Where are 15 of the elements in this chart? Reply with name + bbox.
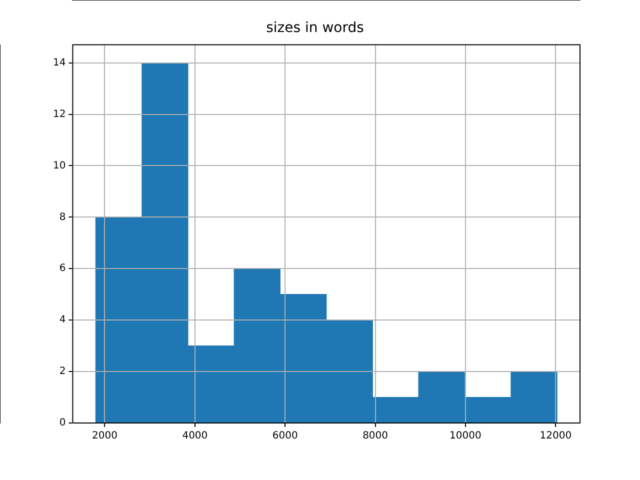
x-tick-label: 12000 bbox=[540, 430, 572, 442]
x-tick-label: 6000 bbox=[272, 430, 298, 442]
y-tick-label: 8 bbox=[59, 212, 66, 223]
x-tick-label: 10000 bbox=[450, 430, 482, 442]
x-tick-label: 4000 bbox=[182, 430, 208, 442]
chart-title: sizes in words bbox=[266, 20, 364, 36]
y-tick-label: 14 bbox=[52, 57, 66, 68]
y-tick-label: 4 bbox=[59, 314, 66, 326]
y-tick-label: 12 bbox=[52, 108, 66, 120]
x-tick-label: 8000 bbox=[362, 430, 388, 442]
y-tick-label: 6 bbox=[59, 263, 66, 274]
y-tick-label: 2 bbox=[59, 366, 66, 378]
y-tick-label: 0 bbox=[59, 418, 66, 429]
x-tick-label: 2000 bbox=[92, 430, 118, 442]
y-tick-label: 10 bbox=[52, 160, 66, 172]
